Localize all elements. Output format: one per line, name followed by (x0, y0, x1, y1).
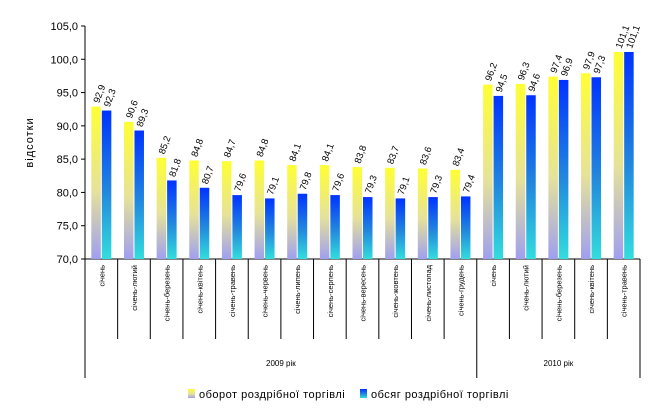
data-label: 79,4 (461, 173, 478, 194)
data-label: 79,1 (265, 175, 282, 196)
data-label: 84,8 (189, 137, 206, 158)
data-label: 79,8 (298, 171, 315, 192)
y-tick-label: 80,0 (57, 187, 78, 199)
data-label: 85,2 (157, 135, 174, 156)
data-label: 84,1 (287, 142, 304, 163)
category-label: січень-лютий (130, 265, 139, 311)
bar-volume (460, 196, 471, 259)
data-label: 83,4 (451, 147, 468, 168)
bar-volume (330, 195, 340, 259)
bar-turnover (319, 165, 330, 259)
category-label: січень-квітень (587, 265, 596, 314)
data-label: 81,8 (167, 157, 184, 178)
bar-turnover (221, 161, 232, 259)
category-label: січень (97, 265, 106, 287)
data-label: 80,7 (200, 165, 217, 186)
bar-turnover (123, 121, 134, 259)
bar-turnover (287, 165, 297, 259)
category-label: січень-травень (228, 265, 237, 317)
data-label: 84,7 (222, 138, 239, 159)
data-label: 79,1 (396, 175, 413, 196)
bar-volume (591, 77, 602, 259)
bar-volume (624, 51, 634, 259)
y-tick-label: 105,0 (50, 21, 78, 33)
category-label: січень-березень (163, 265, 172, 321)
y-tick-label: 95,0 (57, 88, 78, 100)
category-label: січень-липень (293, 265, 302, 314)
y-tick-label: 90,0 (57, 121, 78, 133)
bar-turnover (613, 51, 624, 259)
data-label: 79,6 (331, 172, 348, 193)
data-label: 79,6 (233, 172, 250, 193)
bar-turnover (483, 84, 493, 259)
legend-label: оборот роздрібної торгівлі (199, 389, 345, 401)
category-label: січень-вересень (359, 265, 368, 322)
data-label: 94,5 (494, 73, 511, 94)
bar-volume (265, 198, 275, 259)
bar-volume (134, 130, 144, 259)
data-label: 84,8 (255, 137, 272, 158)
bar-volume (428, 197, 438, 259)
category-label: січень-грудень (456, 265, 465, 316)
y-tick-label: 85,0 (57, 154, 78, 166)
bar-turnover (450, 169, 460, 259)
data-label: 94,6 (526, 72, 543, 93)
bar-turnover (515, 83, 526, 259)
y-axis-title: відсотки (24, 117, 36, 167)
bar-volume (232, 195, 242, 259)
bar-turnover (156, 157, 167, 259)
data-label: 83,6 (418, 145, 435, 166)
bar-turnover (385, 167, 395, 259)
bar-volume (101, 110, 112, 259)
group-label: 2009 рік (266, 359, 296, 368)
data-label: 83,8 (353, 144, 370, 165)
bar-volume (199, 187, 210, 259)
category-label: січень-лютий (522, 265, 531, 311)
bar-volume (493, 95, 504, 260)
bar-volume (526, 95, 536, 259)
bar-volume (363, 197, 373, 259)
data-label: 84,1 (320, 142, 337, 163)
group-label: 2010 рік (544, 359, 574, 368)
y-tick-label: 70,0 (57, 254, 78, 266)
bar-turnover (254, 160, 265, 259)
data-label: 79,3 (363, 174, 380, 195)
y-tick-label: 75,0 (57, 221, 78, 233)
legend-label: обсяг роздрібної торгівлі (371, 389, 509, 401)
bar-turnover (581, 73, 591, 259)
bar-volume (395, 198, 406, 259)
y-tick-label: 100,0 (50, 54, 78, 66)
category-label: січень-серпень (326, 265, 335, 318)
legend-swatch-turnover (188, 389, 195, 398)
legend-swatch-volume (360, 389, 367, 398)
category-label: січень-березень (554, 265, 563, 321)
bar-volume (558, 79, 569, 260)
category-label: січень-квітень (195, 265, 204, 314)
data-label: 79,3 (429, 174, 446, 195)
bar-turnover (189, 160, 199, 259)
category-label: січень (489, 265, 498, 287)
data-label: 83,7 (385, 145, 402, 166)
bar-turnover (548, 76, 558, 259)
category-label: січень-червень (261, 265, 270, 318)
bar-turnover (91, 106, 101, 260)
bar-volume (167, 180, 177, 259)
category-label: січень-листопад (424, 264, 433, 321)
bar-turnover (352, 167, 362, 259)
category-label: січень-жовтень (391, 265, 400, 318)
category-label: січень-травень (620, 265, 629, 317)
bar-volume (297, 193, 308, 259)
bar-turnover (417, 168, 428, 259)
